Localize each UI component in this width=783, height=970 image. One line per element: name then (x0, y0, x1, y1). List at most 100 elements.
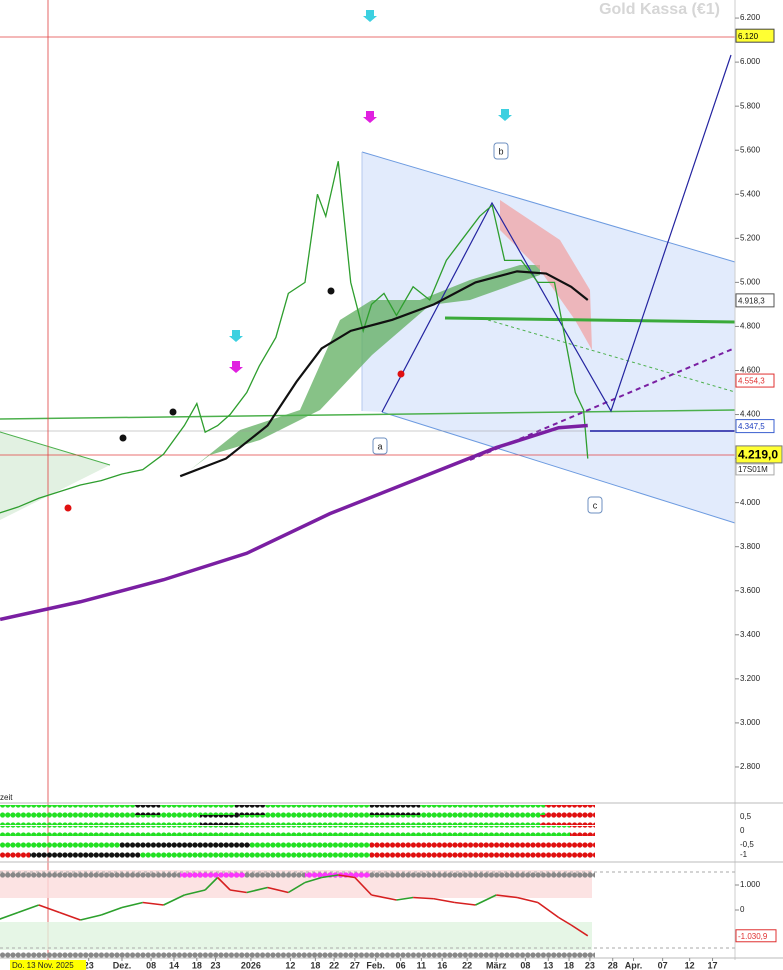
price-badge-label: 4.918,3 (738, 296, 765, 305)
x-tick-label: 08 (520, 960, 530, 970)
osc-segment (537, 901, 560, 919)
wave-box (372, 437, 388, 455)
y-tick-label: 3.200 (740, 674, 761, 683)
x-tick-label: 27 (350, 960, 360, 970)
x-tick-label: 13 (543, 960, 553, 970)
x-tick-label: 22 (329, 960, 339, 970)
x-tick-label: 12 (285, 960, 295, 970)
x-tick-label: 2026 (241, 960, 261, 970)
x-tick-label: 17 (708, 960, 718, 970)
osc-segment (287, 881, 306, 894)
osc-badge-label: -1.030,9 (738, 932, 768, 941)
wave-box (587, 496, 603, 514)
osc-segment (246, 886, 268, 894)
timer-box (735, 463, 775, 476)
osc-segment (475, 894, 497, 906)
osc-tick-label: 1.000 (740, 880, 761, 889)
osc-segment (184, 889, 206, 896)
price-line (0, 161, 589, 514)
y-tick-label: 3.400 (740, 630, 761, 639)
x-tick-label: Feb. (366, 960, 385, 970)
y-tick-label: 6.000 (740, 57, 761, 66)
chart-title: Gold Kassa (€1) (599, 1, 720, 18)
price-badge-label: 4.554,3 (738, 377, 765, 386)
x-tick-label: 23 (84, 960, 94, 970)
x-tick-label: 08 (146, 960, 156, 970)
osc-tick-label: 0 (740, 905, 745, 914)
price-badge (735, 419, 775, 434)
x-tick-label: 23 (211, 960, 221, 970)
x-tick-label: 18 (310, 960, 320, 970)
y-tick-label: 3.800 (740, 542, 761, 551)
wave-label: a (377, 441, 382, 451)
osc-segment (396, 896, 414, 901)
osc-segment (413, 896, 434, 900)
price-badge (735, 293, 775, 308)
y-tick-label: 6.200 (740, 13, 761, 22)
panel-label: zeit (0, 793, 13, 802)
dots-tick-label: 0,5 (740, 812, 752, 821)
x-tick-label: Apr. (625, 960, 643, 970)
x-tick-label: 22 (462, 960, 472, 970)
osc-segment (321, 874, 339, 879)
price-badge (735, 28, 775, 43)
timer: 17S01M (738, 465, 768, 474)
y-tick-label: 3.000 (740, 718, 761, 727)
osc-segment (354, 876, 373, 896)
y-tick-label: 5.800 (740, 101, 761, 110)
osc-segment (304, 876, 322, 884)
y-tick-label: 3.600 (740, 586, 761, 595)
osc-segment (100, 906, 123, 916)
price-badge-label: 4.347,5 (738, 422, 765, 431)
osc-segment (80, 914, 102, 921)
price-line (0, 423, 588, 622)
x-tick-label: 11 (417, 960, 427, 970)
x-tick-label: Dez. (113, 960, 132, 970)
osc-segment (558, 916, 572, 926)
osc-segment (229, 889, 247, 894)
osc-segment (496, 894, 518, 899)
osc-segment (0, 911, 19, 920)
x-tick-label: 28 (608, 960, 618, 970)
osc-segment (433, 897, 455, 904)
osc-segment (570, 924, 589, 937)
osc-segment (217, 876, 231, 891)
osc-segment (204, 876, 219, 891)
price-badge-label: 6.120 (738, 32, 759, 41)
x-tick-label: März (486, 960, 507, 970)
y-tick-label: 2.800 (740, 762, 761, 771)
x-tick-label: 23 (585, 960, 595, 970)
osc-segment (17, 904, 40, 914)
osc-segment (371, 894, 397, 901)
osc-segment (142, 901, 164, 906)
dots-tick-label: -1 (740, 850, 748, 859)
wave-label: b (498, 146, 503, 156)
wave-box (493, 142, 509, 160)
y-tick-label: 5.600 (740, 145, 761, 154)
y-tick-label: 5.400 (740, 189, 761, 198)
y-tick-label: 4.800 (740, 322, 761, 331)
price-badge (735, 445, 783, 464)
price-line (179, 270, 589, 478)
osc-segment (454, 901, 476, 906)
x-tick-label: 07 (658, 960, 668, 970)
osc-badge (735, 929, 777, 943)
x-tick-label: 14 (169, 960, 179, 970)
dots-tick-label: 0 (740, 826, 745, 835)
wave-label: c (593, 500, 598, 510)
osc-segment (516, 896, 539, 904)
x-tick-label: 18 (564, 960, 574, 970)
x-tick-label: 12 (685, 960, 695, 970)
x-tick-label: 18 (192, 960, 202, 970)
x-tick-label: 16 (437, 960, 447, 970)
osc-segment (163, 894, 185, 906)
osc-segment (38, 904, 60, 914)
dots-tick-label: -0,5 (740, 840, 754, 849)
x-tick-label: 06 (396, 960, 406, 970)
osc-segment (267, 886, 289, 894)
cursor-date: Do. 13 Nov. 2025 (12, 961, 74, 970)
y-tick-label: 4.600 (740, 366, 761, 375)
y-tick-label: 5.000 (740, 277, 761, 286)
osc-segment (59, 911, 81, 921)
